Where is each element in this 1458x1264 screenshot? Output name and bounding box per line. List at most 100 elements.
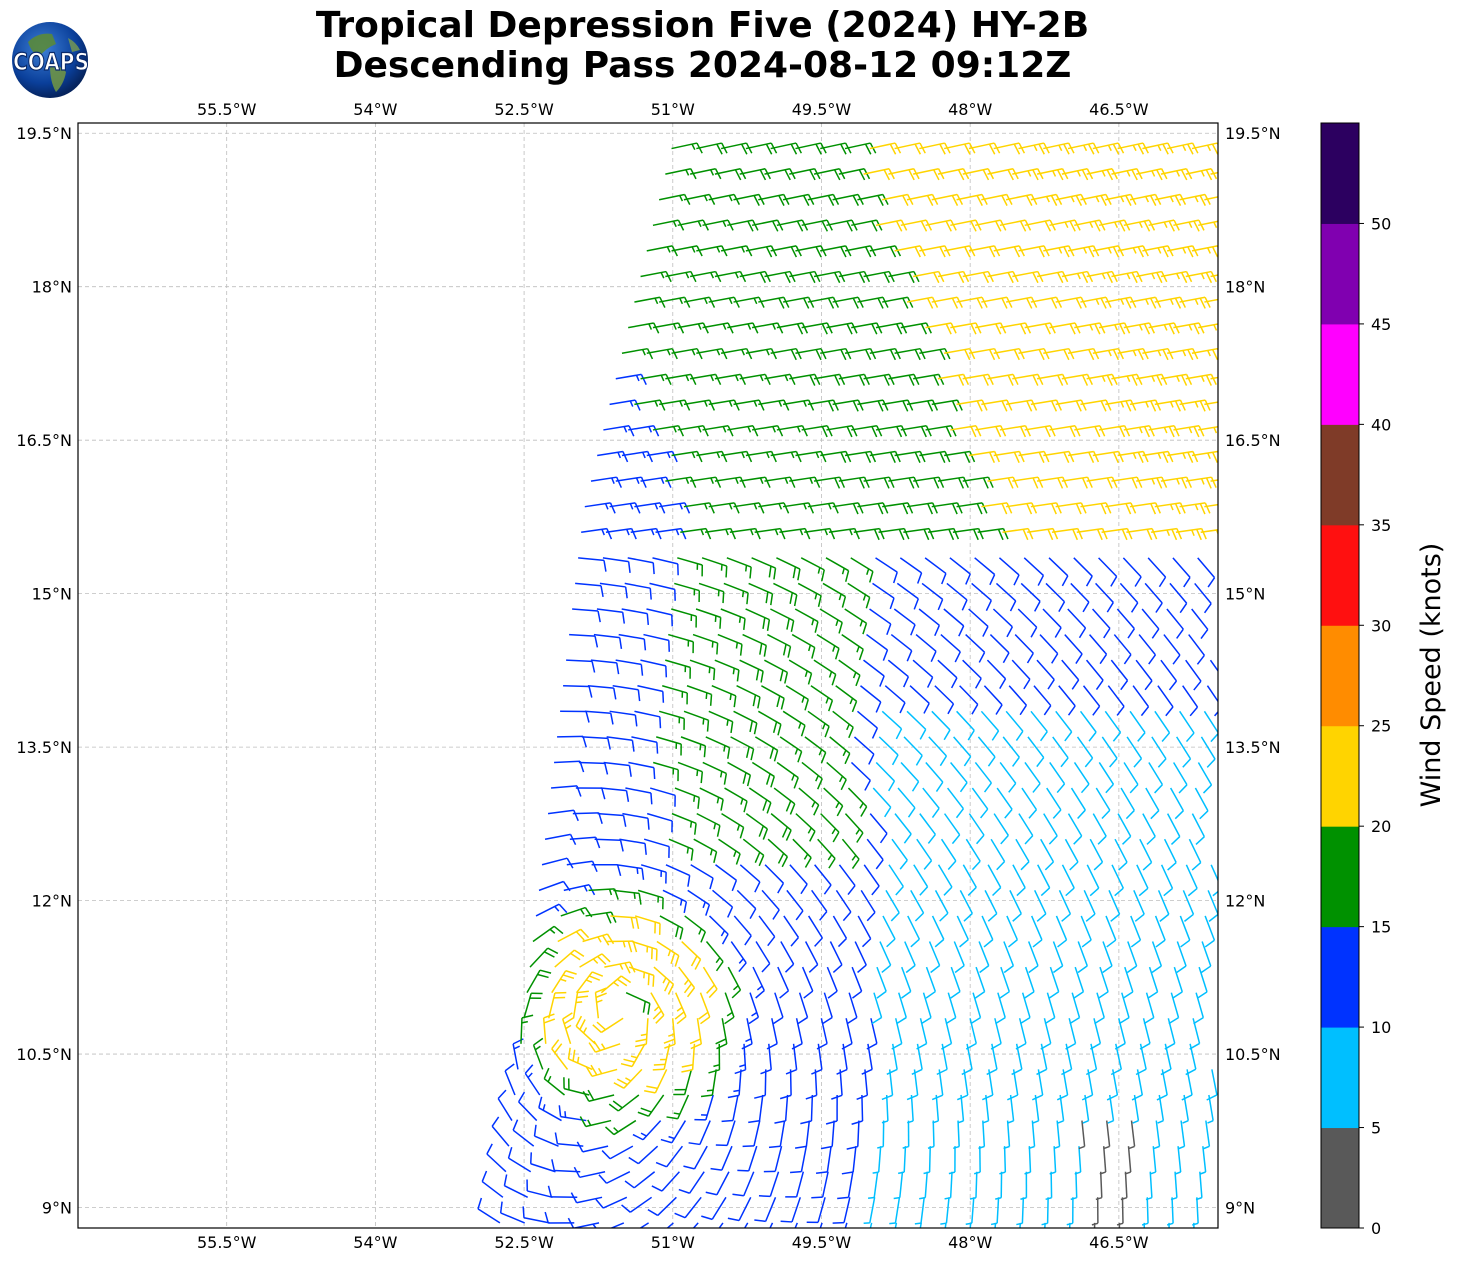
wind-barb xyxy=(1105,399,1137,412)
wind-barb xyxy=(950,966,961,999)
wind-barb xyxy=(557,928,590,943)
wind-barb xyxy=(857,915,872,948)
wind-barb xyxy=(956,915,969,948)
wind-barb xyxy=(1191,813,1206,845)
wind-barb xyxy=(1154,710,1171,742)
wind-barb xyxy=(931,915,945,948)
wind-barb xyxy=(770,450,802,463)
wind-barb xyxy=(1168,992,1180,1025)
wind-barb xyxy=(674,582,701,602)
wind-barb xyxy=(925,966,937,999)
wind-barb xyxy=(1154,193,1187,206)
wind-barb xyxy=(878,736,899,766)
wind-barb xyxy=(919,245,951,258)
wind-barb xyxy=(1206,685,1218,717)
wind-barb xyxy=(727,761,752,787)
wind-barb xyxy=(1148,425,1180,438)
wind-barb xyxy=(962,270,994,284)
wind-barb xyxy=(1160,476,1193,489)
lat-tick-label-right: 15°N xyxy=(1225,585,1265,604)
wind-barb xyxy=(1086,476,1118,489)
wind-barb xyxy=(764,864,785,894)
wind-barb xyxy=(869,813,888,844)
wind-barb xyxy=(1107,685,1125,716)
colorbar: 0 5 10 15 20 25 30 35 40 45 50 xyxy=(1320,122,1391,1238)
wind-barb xyxy=(1055,710,1073,742)
wind-barb xyxy=(575,787,606,800)
wind-barb xyxy=(1055,915,1068,948)
wind-barb xyxy=(621,450,654,463)
wind-barb xyxy=(906,1069,919,1101)
wind-barb xyxy=(791,1018,803,1050)
wind-barb xyxy=(723,582,749,605)
wind-barb xyxy=(754,1197,777,1223)
wind-barb xyxy=(1198,425,1218,434)
wind-barb xyxy=(987,476,1019,489)
wind-barb xyxy=(575,971,604,994)
wind-barb xyxy=(604,961,636,974)
wind-barb xyxy=(882,915,896,948)
wind-barb xyxy=(836,1043,848,1075)
wind-barb xyxy=(696,142,728,155)
wind-barb xyxy=(847,582,871,609)
wind-barb xyxy=(1019,992,1031,1025)
wind-barb xyxy=(532,925,564,943)
wind-barb xyxy=(795,813,816,842)
wind-barb xyxy=(1064,634,1083,664)
wind-barb xyxy=(608,1094,640,1112)
wind-barb xyxy=(860,889,876,922)
wind-barb xyxy=(715,1018,728,1050)
wind-barb xyxy=(1160,659,1178,691)
wind-barb xyxy=(566,659,596,673)
wind-barb xyxy=(595,1196,628,1209)
wind-barb xyxy=(782,296,815,309)
wind-barb xyxy=(737,1145,758,1172)
wind-barb xyxy=(1105,296,1137,309)
wind-barb xyxy=(743,1222,749,1228)
wind-barb xyxy=(739,476,771,488)
colorbar-tick-label: 0 xyxy=(1371,1219,1381,1238)
wind-barb xyxy=(894,347,926,361)
wind-barb xyxy=(944,347,976,361)
wind-barb xyxy=(1089,838,1104,871)
wind-barb xyxy=(690,373,722,386)
wind-barb xyxy=(931,193,964,206)
wind-barb xyxy=(1123,322,1156,335)
wind-barb xyxy=(928,941,941,974)
wind-barb xyxy=(587,684,617,700)
wind-barb xyxy=(715,864,738,892)
wind-barb xyxy=(866,838,884,870)
wind-barb xyxy=(1098,219,1131,232)
wind-barb xyxy=(764,373,796,386)
wind-barb xyxy=(1018,813,1034,845)
wind-barb xyxy=(832,710,854,739)
wind-barb xyxy=(863,1197,876,1224)
wind-barb xyxy=(1020,582,1041,612)
wind-barb xyxy=(956,1069,969,1101)
wind-barb xyxy=(869,608,892,635)
wind-barb xyxy=(619,838,647,855)
wind-barb xyxy=(1129,193,1162,206)
wind-barb xyxy=(748,992,760,1025)
lon-tick-label-bottom: 51°W xyxy=(651,1233,695,1252)
wind-barb xyxy=(1085,659,1104,690)
wind-barb xyxy=(702,322,734,334)
wind-barb xyxy=(1091,1197,1099,1226)
lat-tick-label-right: 12°N xyxy=(1225,892,1265,911)
wind-barb xyxy=(1104,710,1122,742)
wind-barb xyxy=(1036,1043,1048,1076)
wind-barb xyxy=(1185,659,1202,691)
wind-barb xyxy=(1074,322,1106,335)
wind-barb xyxy=(683,399,716,411)
colorbar-tick-label: 35 xyxy=(1371,516,1391,535)
wind-barb xyxy=(1012,864,1026,897)
wind-barb xyxy=(758,502,790,514)
wind-barb xyxy=(807,710,830,738)
wind-barb xyxy=(1030,296,1063,309)
wind-barb xyxy=(1102,941,1113,974)
wind-barb xyxy=(832,1197,851,1224)
wind-barb xyxy=(1156,1069,1168,1101)
wind-barb xyxy=(970,992,982,1025)
wind-barb xyxy=(1070,787,1086,819)
wind-barb xyxy=(668,633,694,654)
